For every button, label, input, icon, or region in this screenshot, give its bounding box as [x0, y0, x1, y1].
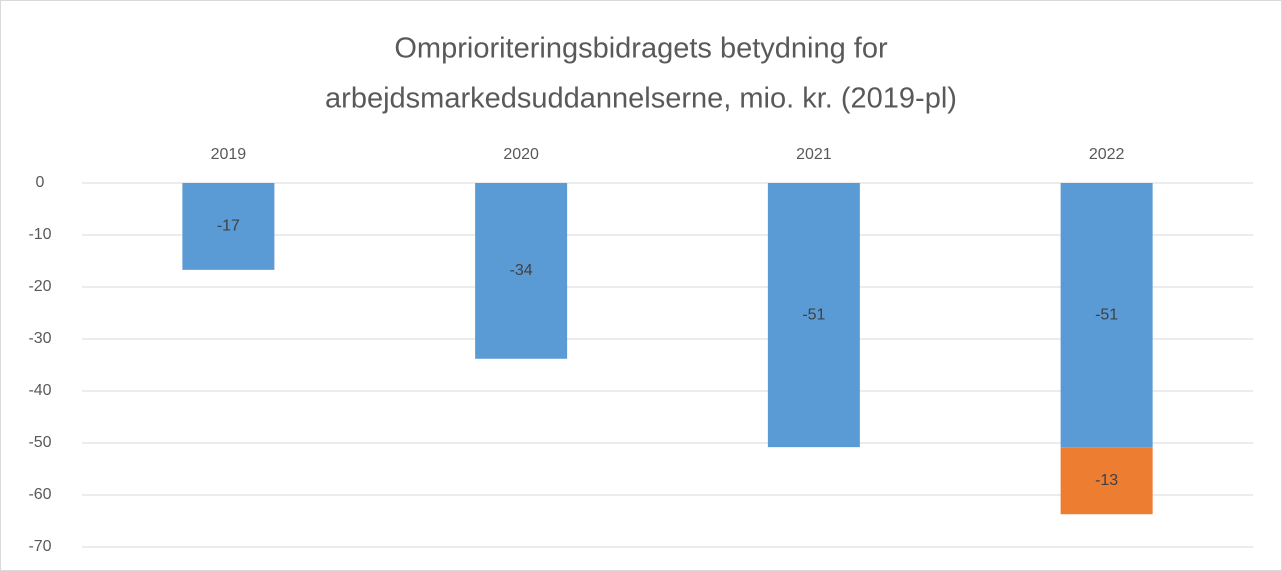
- y-tick-label: -60: [28, 486, 51, 503]
- bar: [1060, 183, 1153, 448]
- y-tick-label: -40: [28, 382, 51, 399]
- y-tick-label: 0: [36, 174, 45, 191]
- x-tick-label: 2022: [1089, 146, 1125, 163]
- x-tick-label: 2021: [796, 146, 832, 163]
- y-tick-label: -70: [28, 538, 51, 555]
- data-label: -51: [1095, 306, 1118, 323]
- y-tick-label: -30: [28, 330, 51, 347]
- data-label: -13: [1095, 472, 1118, 489]
- y-tick-label: -10: [28, 226, 51, 243]
- bar: [1060, 447, 1153, 515]
- chart-title: arbejdsmarkedsuddannelserne, mio. kr. (2…: [325, 83, 957, 115]
- data-label: -51: [802, 306, 825, 323]
- y-tick-label: -20: [28, 278, 51, 295]
- chart-title: Omprioriteringsbidragets betydning for: [394, 33, 888, 65]
- bar: [767, 183, 860, 448]
- bar: [182, 183, 275, 270]
- bar: [475, 183, 568, 359]
- data-label: -34: [510, 262, 533, 279]
- data-label: -17: [217, 218, 240, 235]
- x-tick-label: 2019: [211, 146, 247, 163]
- x-tick-label: 2020: [503, 146, 539, 163]
- y-tick-label: -50: [28, 434, 51, 451]
